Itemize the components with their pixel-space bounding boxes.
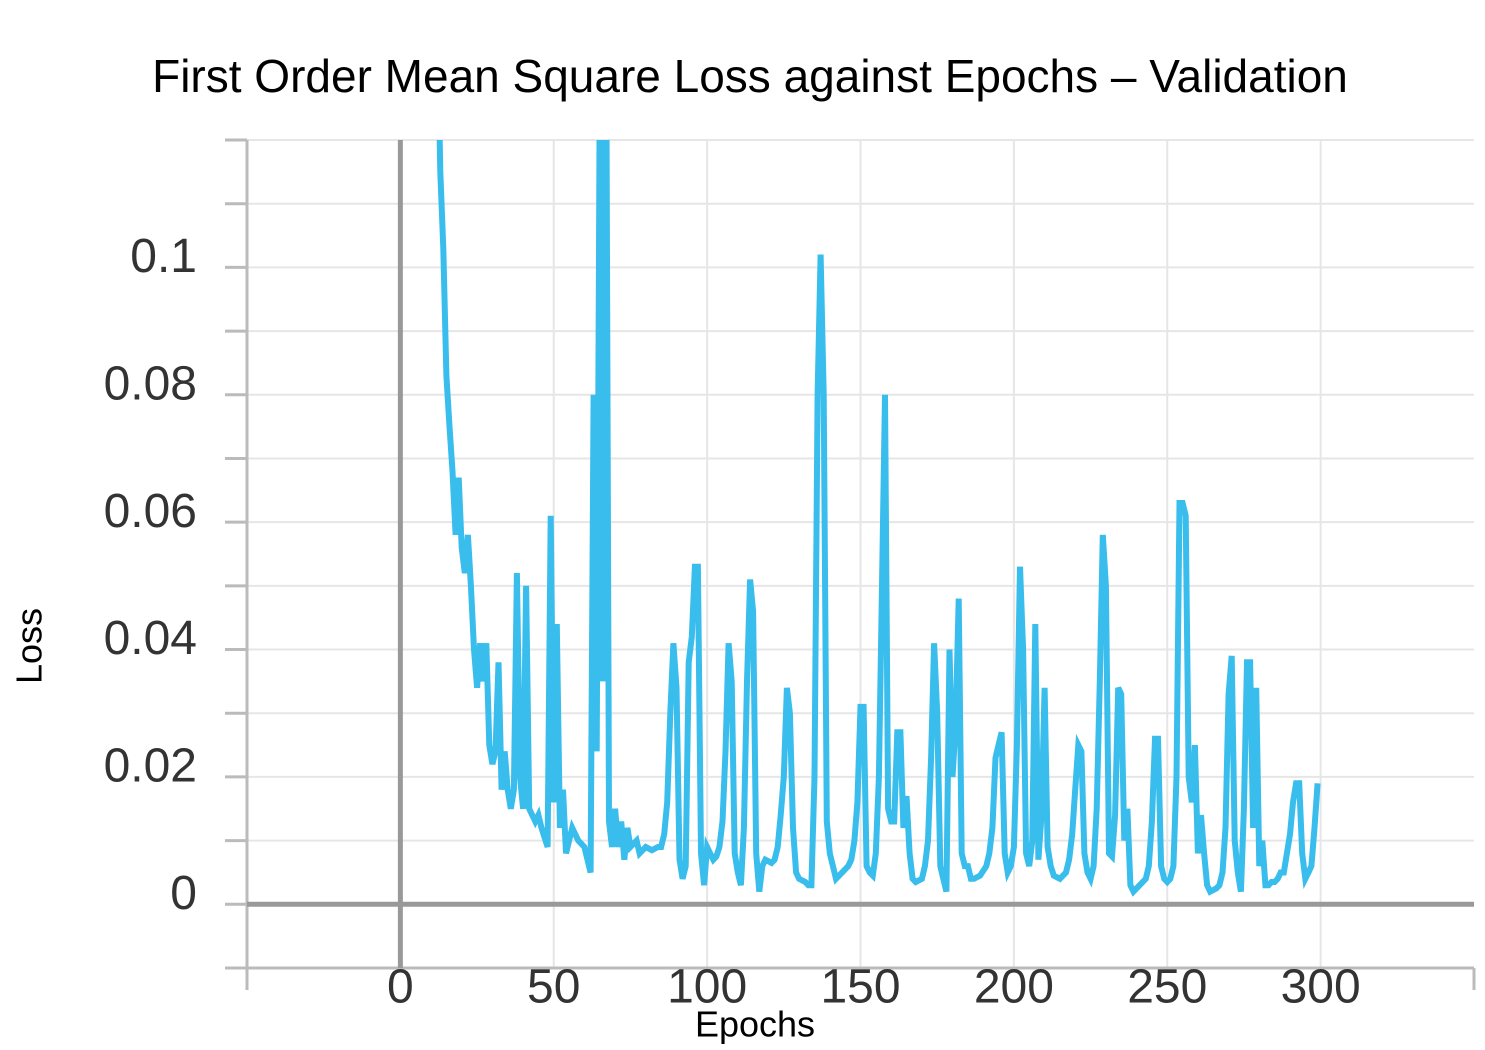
y-tick-label: 0.02 (104, 740, 197, 793)
y-tick-label: 0 (170, 867, 197, 920)
x-axis-label: Epochs (695, 1004, 815, 1045)
y-tick-label: 0.06 (104, 485, 197, 538)
y-tick-label: 0.04 (104, 612, 197, 665)
x-tick-label: 50 (527, 961, 580, 1014)
x-tick-label: 0 (387, 961, 414, 1014)
x-tick-label: 300 (1281, 961, 1361, 1014)
plot-area (436, 140, 1321, 897)
y-tick-label: 0.08 (104, 357, 197, 410)
zero-lines (247, 140, 1474, 968)
chart-title: First Order Mean Square Loss against Epo… (152, 50, 1348, 102)
x-tick-label: 200 (974, 961, 1054, 1014)
x-tick-label: 250 (1127, 961, 1207, 1014)
x-tick-label: 100 (667, 961, 747, 1014)
x-tick-label: 150 (820, 961, 900, 1014)
line-series (436, 140, 1321, 897)
y-axis-label: Loss (9, 608, 50, 684)
tick-labels: 0 0.02 0.04 0.06 0.08 0.1 0 50 100 150 200 250 300 (104, 230, 1361, 1014)
y-tick-label: 0.1 (130, 230, 197, 283)
